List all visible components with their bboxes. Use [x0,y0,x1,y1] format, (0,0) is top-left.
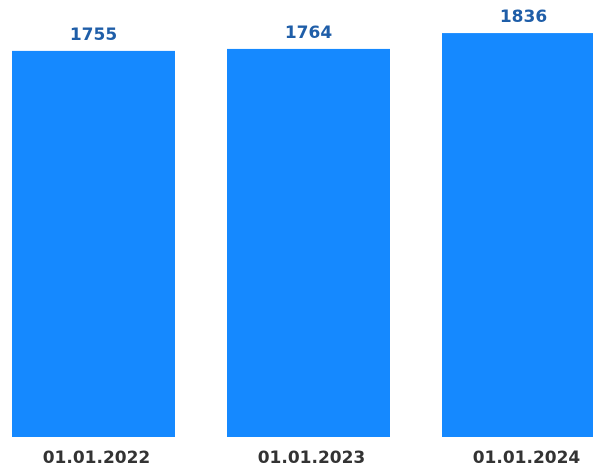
bar [442,33,593,438]
value-label: 1755 [70,25,117,45]
x-tick-label: 01.01.2024 [473,448,581,468]
value-label: 1764 [285,23,332,43]
value-label: 1836 [500,7,547,27]
bar [227,48,390,438]
x-tick-label: 01.01.2023 [258,448,366,468]
bar [12,50,175,438]
x-tick-label: 01.01.2022 [43,448,151,468]
